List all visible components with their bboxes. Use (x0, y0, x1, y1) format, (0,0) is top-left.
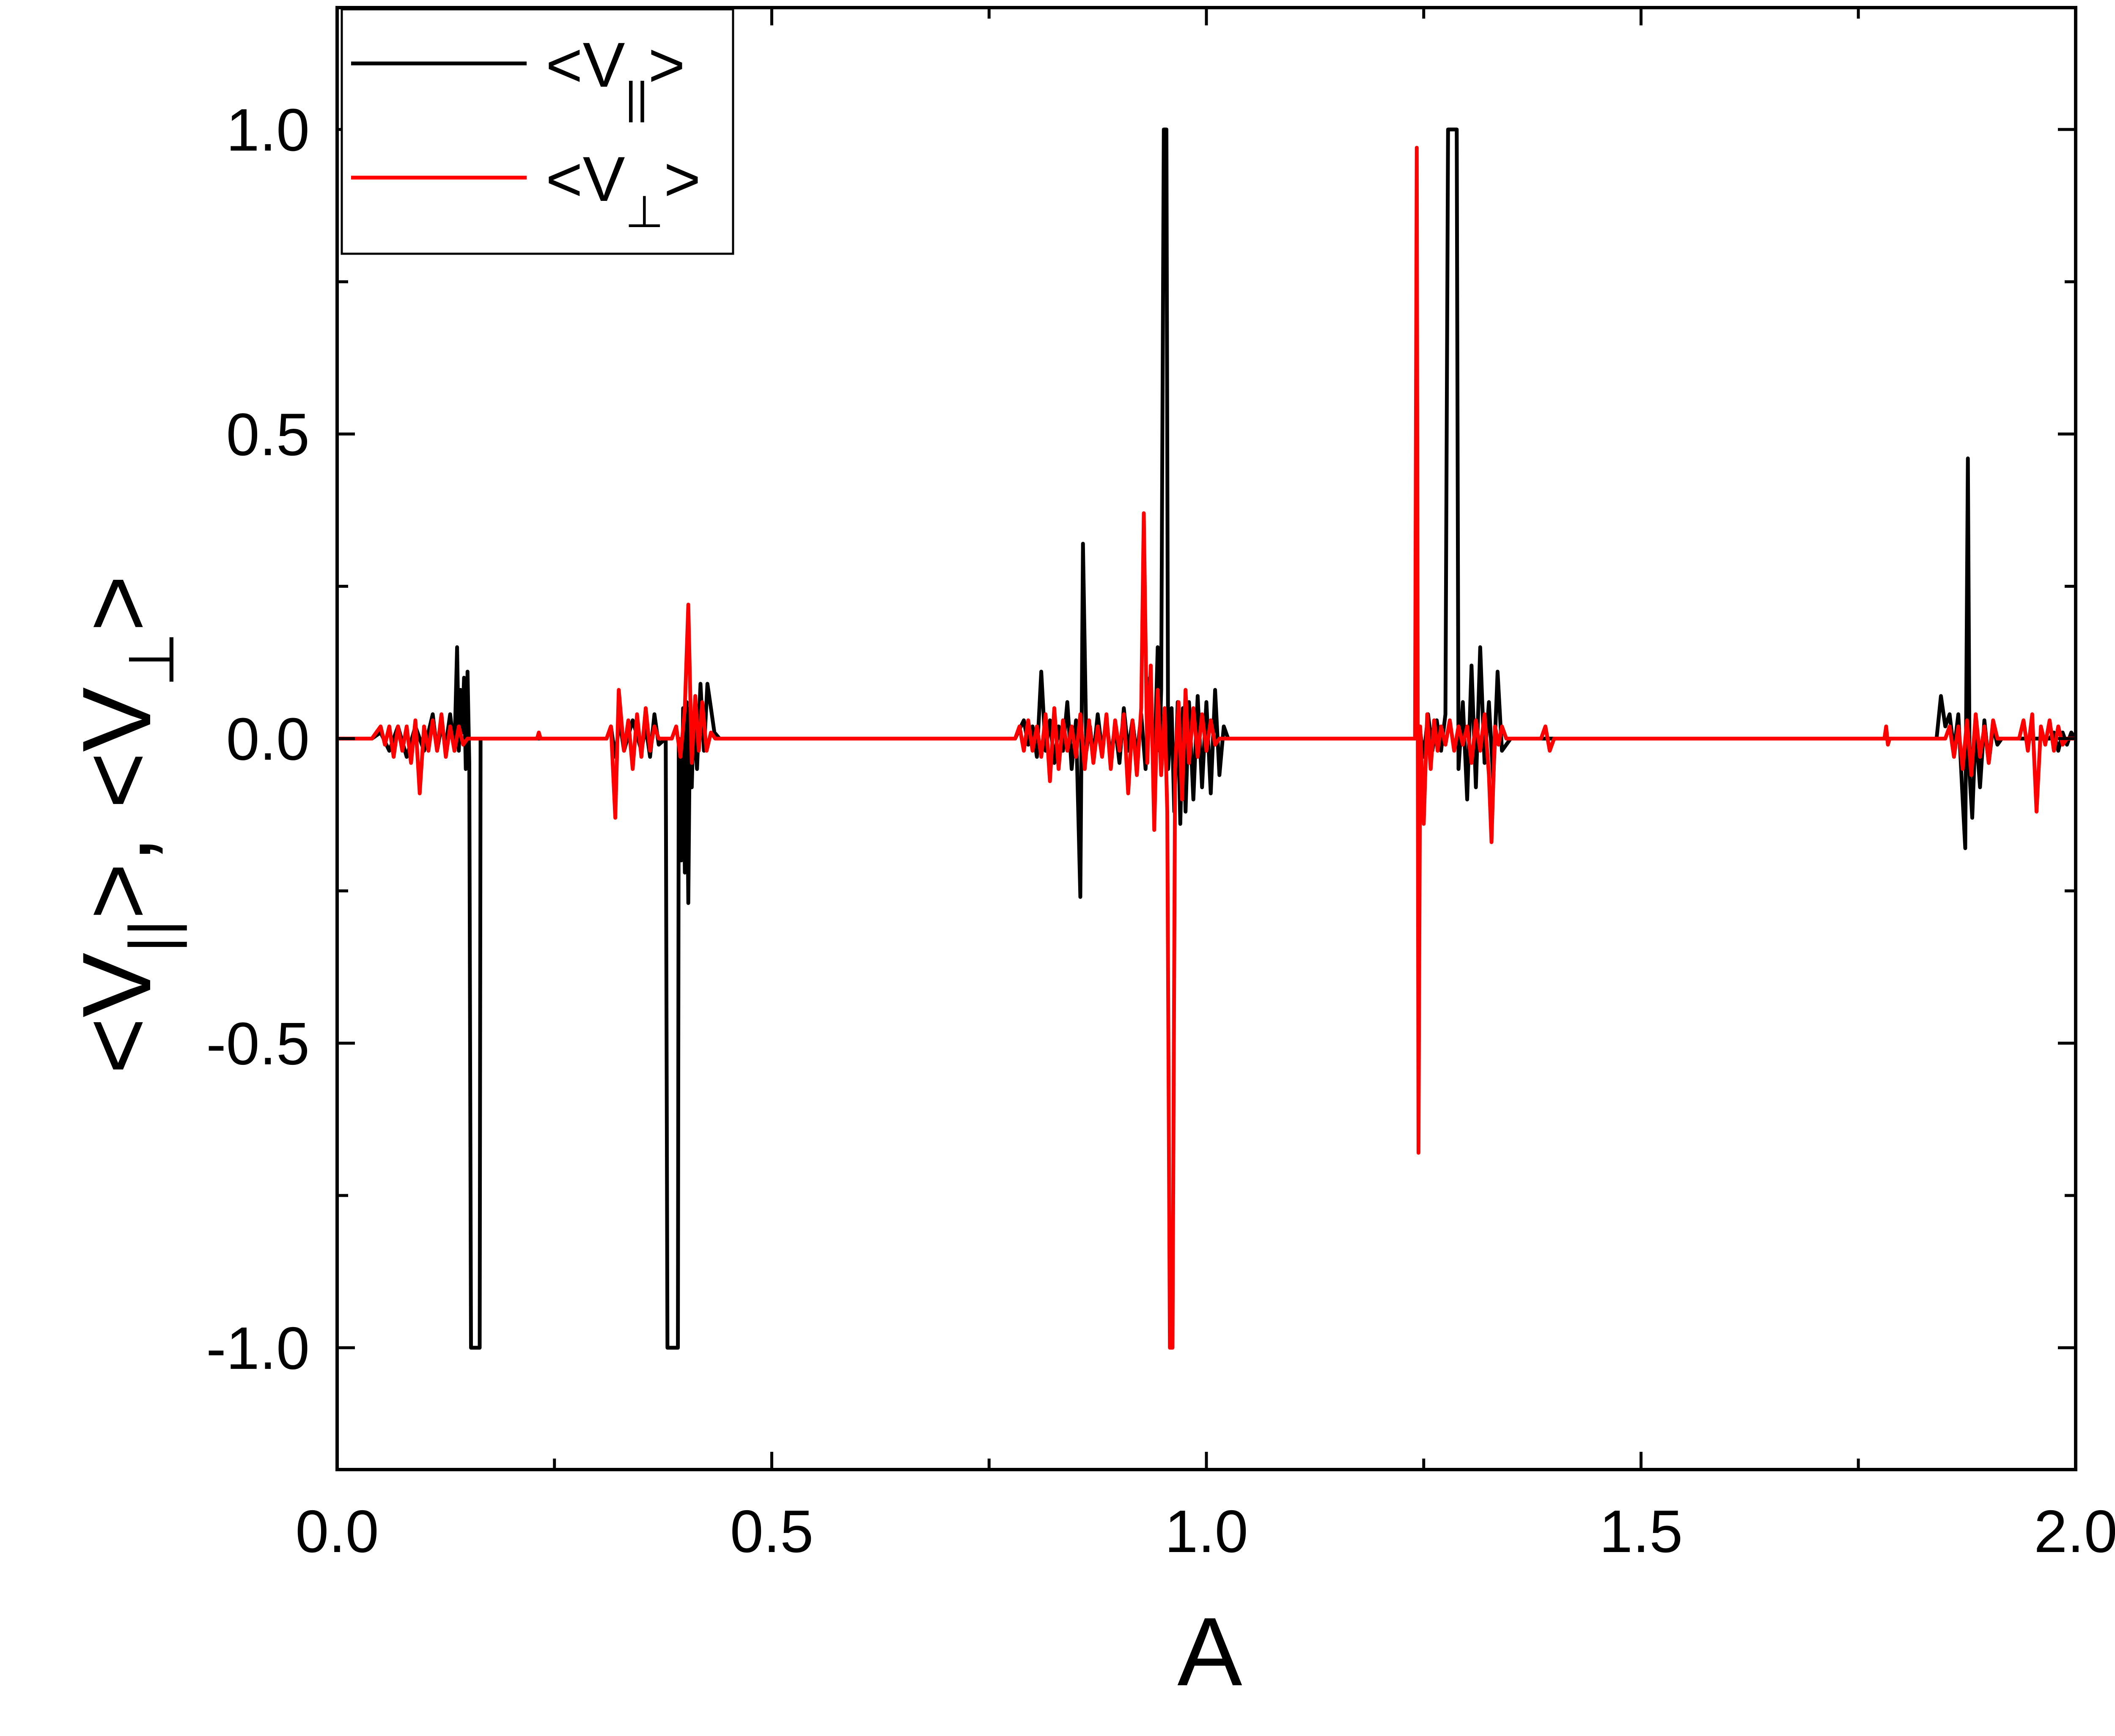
x-axis-title: A (1177, 1597, 1242, 1706)
legend-label-0: <V||> (546, 29, 685, 123)
svg-text:<V||>, <V⊥>: <V||>, <V⊥> (62, 575, 187, 1075)
x-tick-label: 0.0 (295, 1498, 379, 1565)
legend-box (341, 8, 734, 255)
y-title-sub: || (116, 920, 187, 953)
ticks-layer: 0.0 0.5 1.0 1.5 2.0 -1.0 -0.5 0.0 0.5 1.0 (206, 8, 2115, 1565)
y-title-part: , (62, 809, 171, 863)
y-title-part: > (62, 863, 171, 919)
legend-label-1: <V⊥> (546, 143, 701, 237)
x-tick-label: 0.5 (730, 1498, 813, 1565)
y-title-part: <V (62, 953, 171, 1075)
y-tick-label: 0.5 (226, 401, 310, 468)
series-line-1 (337, 145, 2076, 1350)
series-layer (337, 127, 2076, 1350)
x-tick-label: 2.0 (2034, 1498, 2115, 1565)
y-tick-label: 0.0 (226, 706, 310, 773)
y-title-part: > (62, 575, 171, 632)
y-title-part: <V (62, 687, 171, 809)
legend: <V||> <V⊥> (341, 8, 734, 255)
y-tick-label: -0.5 (206, 1010, 310, 1078)
x-tick-label: 1.5 (1599, 1498, 1683, 1565)
y-tick-label: -1.0 (206, 1315, 310, 1382)
y-title-sub: ⊥ (116, 632, 187, 687)
x-tick-label: 1.0 (1165, 1498, 1248, 1565)
y-axis-title: <V||>, <V⊥> (62, 575, 187, 1075)
y-tick-label: 1.0 (226, 96, 310, 164)
